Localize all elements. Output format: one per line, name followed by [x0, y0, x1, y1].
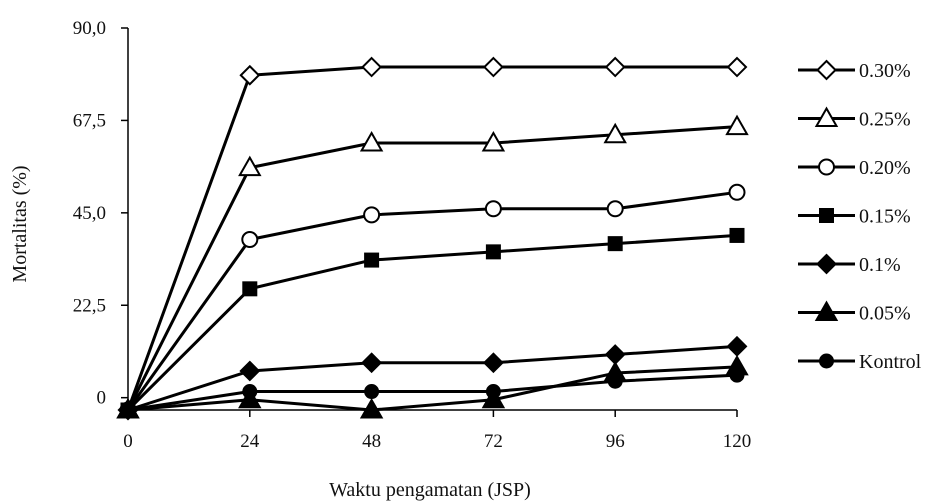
- y-tick-label: 45,0: [73, 203, 106, 224]
- data-point: [481, 130, 506, 152]
- legend-item: 0.15%: [798, 206, 911, 228]
- data-point: [726, 56, 748, 78]
- legend-label: 0.05%: [859, 303, 911, 325]
- series-line: [126, 190, 738, 411]
- data-point: [607, 373, 623, 389]
- series-Kontrol: [120, 367, 745, 418]
- series-layer: [116, 56, 749, 421]
- series-0-05-: [116, 354, 749, 419]
- data-point: [729, 367, 745, 383]
- data-point: [242, 384, 258, 400]
- data-point: [238, 155, 262, 177]
- data-point: [363, 206, 381, 224]
- series-0-1-: [117, 335, 748, 421]
- data-point: [725, 114, 749, 136]
- data-point: [728, 183, 746, 201]
- x-tick-label: 72: [484, 431, 503, 452]
- data-point: [485, 384, 501, 400]
- data-point: [819, 208, 834, 223]
- legend-label: 0.25%: [859, 109, 911, 131]
- x-axis-ticks: 0 24 48 72 96 120: [123, 410, 751, 452]
- data-point: [604, 344, 626, 365]
- data-point: [484, 200, 502, 218]
- series-line: [126, 125, 738, 411]
- data-point: [603, 122, 627, 144]
- y-tick-label: 22,5: [73, 295, 106, 316]
- legend-item: 0.20%: [798, 157, 911, 179]
- data-point: [814, 106, 839, 127]
- legend-item: 0.1%: [798, 253, 901, 276]
- legend-label: 0.30%: [859, 60, 911, 82]
- data-point: [359, 397, 384, 419]
- y-tick-label: 67,5: [73, 110, 106, 131]
- legend-item: 0.25%: [798, 106, 911, 131]
- data-point: [361, 352, 383, 374]
- data-point: [482, 352, 504, 374]
- legend-label: 0.15%: [859, 206, 911, 228]
- series-0-25-: [116, 114, 749, 419]
- y-tick-label: 90,0: [73, 18, 106, 39]
- x-tick-label: 48: [362, 431, 381, 452]
- data-point: [482, 56, 504, 78]
- series-line: [127, 373, 738, 412]
- data-point: [241, 231, 259, 249]
- series-line: [127, 365, 738, 412]
- data-point: [729, 227, 745, 243]
- series-0-15-: [120, 227, 745, 418]
- legend-item: 0.05%: [798, 300, 911, 325]
- legend-label: 0.20%: [859, 157, 911, 179]
- series-line: [126, 65, 737, 411]
- data-point: [604, 56, 626, 78]
- data-point: [726, 335, 748, 357]
- data-point: [242, 281, 258, 297]
- x-tick-label: 0: [123, 431, 133, 452]
- legend-label: Kontrol: [859, 351, 922, 373]
- legend-label: 0.1%: [859, 254, 901, 276]
- x-tick-label: 96: [606, 431, 625, 452]
- data-point: [816, 59, 837, 81]
- series-line: [127, 344, 738, 412]
- data-point: [814, 300, 839, 321]
- x-axis-title: Waktu pengamatan (JSP): [329, 479, 531, 501]
- data-point: [120, 402, 136, 418]
- data-point: [361, 56, 383, 78]
- data-point: [239, 360, 261, 382]
- legend-item: 0.30%: [798, 59, 911, 82]
- y-tick-label: 0: [97, 388, 107, 409]
- data-point: [606, 200, 624, 218]
- data-point: [239, 64, 261, 86]
- y-axis-title: Mortalitas (%): [9, 165, 31, 282]
- x-tick-label: 24: [240, 431, 260, 452]
- legend-item: Kontrol: [798, 351, 922, 373]
- data-point: [364, 252, 380, 268]
- data-point: [818, 158, 835, 176]
- data-point: [607, 236, 623, 252]
- data-point: [364, 384, 380, 400]
- data-point: [485, 244, 501, 260]
- x-tick-label: 120: [723, 431, 752, 452]
- data-point: [359, 130, 384, 152]
- data-point: [816, 253, 837, 275]
- series-line: [126, 233, 738, 412]
- series-0-30-: [117, 56, 748, 421]
- legend: 0.30% 0.25% 0.20% 0.15% 0.1% 0.05% Kontrol: [798, 59, 922, 373]
- data-point: [819, 353, 834, 369]
- axes: [127, 28, 737, 411]
- y-axis-ticks: 0 22,5 45,0 67,5 90,0: [73, 18, 128, 409]
